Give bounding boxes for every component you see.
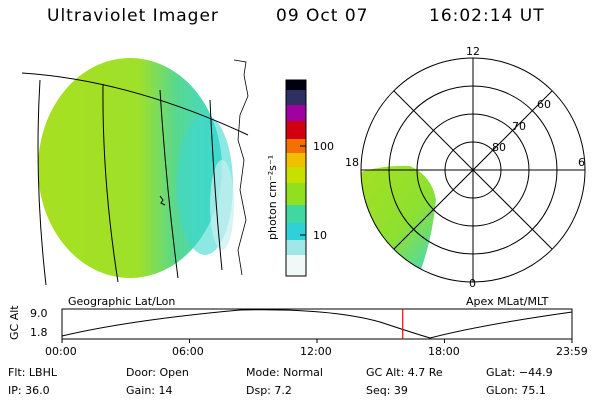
colorbar [285,79,307,277]
glon-info: GLon: 75.1 [486,384,546,397]
lat-label-70: 70 [512,120,526,133]
time-tick-1: 06:00 [172,345,204,358]
glat-info: GLat: −44.9 [486,366,553,379]
door-info: Door: Open [126,366,189,379]
gc-alt-info: GC Alt: 4.7 Re [366,366,443,379]
time-tick-3: 18:00 [428,345,460,358]
gain-info: Gain: 14 [126,384,173,397]
instrument-title: Ultraviolet Imager [47,6,219,26]
mlt-label-0: 0 [469,277,476,290]
geographic-grid [21,59,249,286]
geographic-image [38,58,234,278]
dsp-info: Dsp: 7.2 [246,384,292,397]
polar-plot [360,57,586,283]
mode-info: Mode: Normal [246,366,323,379]
colorbar-tick-10: 10 [313,229,327,242]
lat-label-80: 80 [492,141,506,154]
mlt-label-12: 12 [466,45,480,58]
ip-info: IP: 36.0 [8,384,50,397]
mlt-label-18: 18 [345,156,359,169]
time-tick-2: 12:00 [300,345,332,358]
strip-ytick-low: 1.8 [30,326,48,339]
time-label: 16:02:14 UT [429,6,545,26]
apex-caption: Apex MLat/MLT [466,295,549,308]
date-label: 09 Oct 07 [276,6,369,26]
time-tick-4: 23:59 [556,345,588,358]
coastline-mark [159,195,166,206]
altitude-strip [61,308,573,343]
time-tick-0: 00:00 [45,345,77,358]
colorbar-tick-100: 100 [313,140,334,153]
geographic-caption: Geographic Lat/Lon [68,295,176,308]
seq-info: Seq: 39 [366,384,408,397]
strip-ytick-high: 9.0 [30,307,48,320]
strip-axis-label: GC Alt [8,305,21,340]
mlt-label-6: 6 [578,156,585,169]
colorbar-label: photon cm⁻²s⁻¹ [266,154,279,240]
lat-label-60: 60 [537,98,551,111]
filter-info: Flt: LBHL [8,366,57,379]
